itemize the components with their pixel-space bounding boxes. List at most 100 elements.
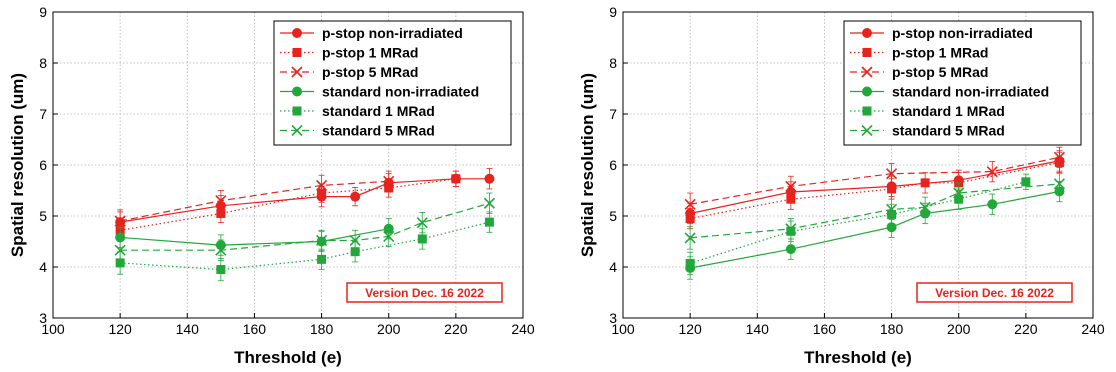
data-point bbox=[684, 232, 696, 244]
legend-marker bbox=[292, 48, 302, 57]
x-tick-label: 220 bbox=[444, 321, 468, 337]
data-point bbox=[785, 180, 797, 192]
data-point bbox=[920, 178, 930, 188]
series-line bbox=[689, 161, 1060, 220]
data-point bbox=[484, 217, 494, 227]
data-point bbox=[215, 244, 227, 256]
data-point bbox=[216, 265, 226, 275]
legend-label: standard 1 MRad bbox=[322, 103, 435, 119]
data-point bbox=[986, 166, 998, 178]
data-point bbox=[215, 195, 227, 207]
legend-box bbox=[843, 20, 1082, 146]
legend-label: standard non-irradiated bbox=[322, 84, 479, 100]
chart-left: 100 120 140 160 180 200 220 240 3 4 5 6 7 8 9 Threshold… bbox=[8, 4, 535, 367]
y-axis-label: Spatial resolution (um) bbox=[8, 73, 27, 257]
data-point bbox=[216, 208, 226, 218]
legend-marker bbox=[862, 28, 872, 38]
data-point bbox=[349, 234, 361, 247]
x-tick-label: 220 bbox=[1014, 321, 1038, 337]
y-tick-label: 8 bbox=[39, 55, 47, 71]
legend-label: p-stop 5 MRad bbox=[892, 64, 988, 80]
legend-marker bbox=[862, 86, 872, 97]
y-axis-label: Spatial resolution (um) bbox=[578, 73, 597, 257]
data-point bbox=[114, 244, 126, 256]
y-tick-label: 3 bbox=[39, 310, 47, 326]
x-tick-label: 140 bbox=[176, 321, 200, 337]
y-tick-label: 3 bbox=[609, 310, 617, 326]
legend: p-stop non-irradiated p-stop 1 MRad p-stop… bbox=[843, 20, 1082, 146]
data-point bbox=[350, 247, 360, 257]
legend-label: p-stop 1 MRad bbox=[322, 45, 418, 61]
series-line bbox=[689, 190, 1060, 269]
series-line bbox=[120, 178, 456, 231]
series bbox=[685, 151, 1064, 230]
data-point bbox=[685, 214, 695, 224]
series bbox=[684, 173, 1065, 250]
data-point bbox=[416, 217, 428, 229]
data-point bbox=[1053, 178, 1065, 190]
series bbox=[684, 146, 1065, 216]
series-line bbox=[689, 181, 1027, 264]
series-line bbox=[689, 156, 1060, 205]
x-tick-label: 120 bbox=[108, 321, 132, 337]
data-point bbox=[953, 187, 965, 199]
legend-label: standard non-irradiated bbox=[892, 84, 1049, 100]
data-point bbox=[451, 174, 461, 184]
data-point bbox=[886, 203, 898, 215]
version-stamp: Version Dec. 16 2022 bbox=[346, 282, 503, 303]
legend-marker bbox=[291, 66, 303, 78]
data-point bbox=[685, 258, 695, 268]
series-line bbox=[120, 221, 490, 271]
y-tick-label: 7 bbox=[39, 106, 47, 122]
legend-marker bbox=[862, 48, 872, 57]
x-tick-label: 200 bbox=[947, 321, 971, 337]
y-tick-label: 4 bbox=[609, 259, 617, 275]
x-tick-label: 200 bbox=[377, 321, 401, 337]
legend-marker bbox=[292, 86, 302, 97]
legend-marker bbox=[861, 66, 873, 78]
x-tick-label: 180 bbox=[310, 321, 334, 337]
x-tick-label: 180 bbox=[880, 321, 904, 337]
x-tick-label: 240 bbox=[1081, 321, 1105, 337]
y-tick-label: 8 bbox=[609, 55, 617, 71]
legend-marker bbox=[862, 106, 872, 116]
version-label: Version Dec. 16 2022 bbox=[365, 286, 484, 300]
legend-marker bbox=[861, 124, 873, 137]
data-point bbox=[484, 173, 495, 184]
y-tick-label: 5 bbox=[609, 208, 617, 224]
series bbox=[114, 192, 495, 262]
x-axis-label: Threshold (e) bbox=[234, 348, 342, 367]
x-tick-label: 140 bbox=[746, 321, 770, 337]
y-tick-label: 9 bbox=[39, 4, 47, 20]
data-point bbox=[383, 175, 395, 187]
version-label: Version Dec. 16 2022 bbox=[935, 286, 1054, 300]
series bbox=[685, 180, 1065, 280]
data-point bbox=[383, 230, 395, 242]
plot-area bbox=[684, 146, 1065, 280]
x-tick-label: 160 bbox=[813, 321, 837, 337]
legend-label: p-stop non-irradiated bbox=[322, 25, 463, 41]
x-tick-label: 160 bbox=[243, 321, 267, 337]
chart-right: 100 120 140 160 180 200 220 240 3 4 5 6 7 8 9 Threshold… bbox=[578, 4, 1105, 367]
series-line bbox=[689, 160, 1060, 215]
data-point bbox=[316, 234, 328, 247]
data-point bbox=[785, 244, 796, 255]
data-point bbox=[887, 184, 897, 194]
y-tick-label: 9 bbox=[609, 4, 617, 20]
x-tick-label: 120 bbox=[678, 321, 702, 337]
data-point bbox=[919, 201, 931, 213]
legend: p-stop non-irradiated p-stop 1 MRad p-stop… bbox=[273, 20, 512, 146]
series bbox=[115, 168, 495, 233]
data-point bbox=[684, 198, 696, 210]
data-point bbox=[115, 258, 125, 268]
legend-label: standard 5 MRad bbox=[892, 123, 1005, 139]
series bbox=[685, 150, 1065, 225]
version-box bbox=[916, 282, 1073, 303]
legend-label: p-stop 5 MRad bbox=[322, 64, 418, 80]
data-point bbox=[317, 254, 327, 264]
data-point bbox=[886, 168, 898, 180]
series-line bbox=[690, 183, 1060, 239]
data-point bbox=[785, 223, 797, 235]
data-point bbox=[417, 234, 427, 244]
